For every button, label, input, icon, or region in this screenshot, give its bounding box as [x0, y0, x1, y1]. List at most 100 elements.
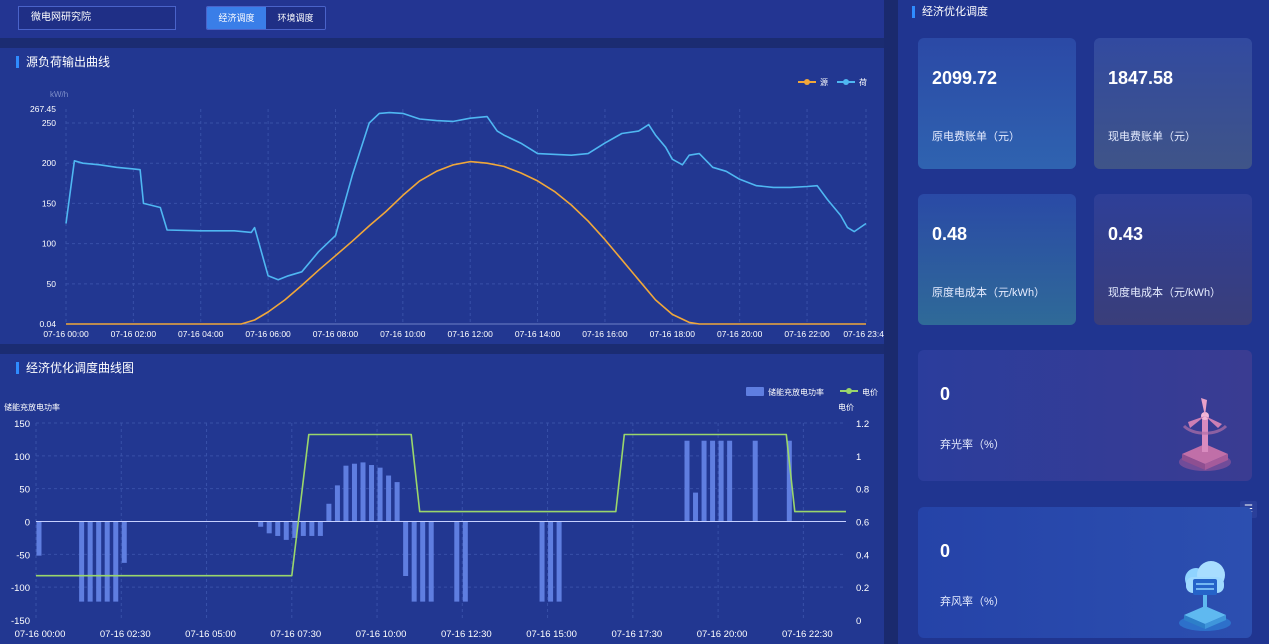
legend-price[interactable]: 电价: [862, 387, 878, 397]
storage-power-bar: [556, 521, 562, 602]
x-tick-label: 07-16 17:30: [611, 629, 662, 640]
current-unit-cost-value: 0.43: [1108, 224, 1144, 244]
legend-storage-power[interactable]: 储能充放电功率: [768, 387, 824, 397]
y-tick-label: 50: [47, 279, 57, 289]
storage-power-bar: [351, 463, 357, 522]
wind-turbine-icon: [1179, 398, 1231, 471]
x-tick-label: 07-16 10:00: [380, 329, 426, 339]
storage-power-bar: [292, 521, 298, 538]
unit-label: kW/h: [50, 90, 68, 99]
storage-power-bar: [334, 485, 340, 522]
storage-power-bar: [684, 440, 690, 522]
site-selector[interactable]: 微电网研究院: [18, 6, 176, 30]
x-tick-label: 07-16 15:00: [526, 629, 577, 640]
storage-power-bar: [420, 521, 426, 602]
x-tick-label: 07-16 10:00: [356, 629, 407, 640]
price-series-line: [36, 433, 846, 577]
y-right-label: 电价: [838, 402, 854, 412]
storage-power-bar: [454, 521, 460, 602]
right-title: 经济优化调度: [912, 6, 988, 18]
storage-power-bar: [539, 521, 545, 602]
tab-economic-dispatch[interactable]: 经济调度: [207, 7, 266, 29]
storage-power-bar: [752, 440, 758, 522]
x-tick-label: 07-16 00:00: [15, 629, 66, 640]
x-tick-label: 07-16 22:30: [782, 629, 833, 640]
y-tick-label: 250: [42, 118, 56, 128]
source-load-chart: kW/h 源 荷 0.04 50 100 150 200 250 267.45 07-16 0…: [30, 77, 884, 339]
card-original-bill: 2099.72 原电费账单（元）: [918, 38, 1076, 169]
storage-power-bar: [343, 465, 349, 522]
legend-bar-swatch: [746, 387, 764, 396]
x-tick-label: 07-16 22:00: [784, 329, 830, 339]
x-tick-label: 07-16 14:00: [515, 329, 561, 339]
y-left-tick-label: 150: [14, 419, 30, 430]
x-tick-label: 07-16 00:00: [43, 329, 89, 339]
top-toolbar: 微电网研究院 经济调度 环境调度: [0, 0, 884, 38]
x-tick-label: 07-16 02:30: [100, 629, 151, 640]
current-bill-value: 1847.58: [1108, 68, 1174, 88]
storage-power-bar: [786, 440, 792, 522]
current-unit-cost-label: 现度电成本（元/kWh）: [1108, 287, 1222, 299]
storage-power-bar: [727, 440, 733, 522]
storage-power-bar: [693, 492, 699, 522]
legend-load-marker: [843, 79, 849, 85]
wind-curtailment-value: 0: [940, 541, 951, 561]
y-tick-label: 100: [42, 239, 56, 249]
x-tick-label: 07-16 08:00: [313, 329, 359, 339]
y-right-tick-label: 1: [856, 452, 861, 463]
storage-power-bar: [377, 467, 383, 522]
storage-power-bar: [428, 521, 434, 602]
x-tick-label: 07-16 20:00: [697, 629, 748, 640]
dispatch-title: 经济优化调度曲线图: [16, 362, 134, 374]
storage-power-bar: [317, 521, 323, 536]
right-column: 经济优化调度 2099.72 原电费账单（元） 1847.58 现电费账单（元）…: [898, 0, 1269, 644]
storage-power-bar: [403, 521, 409, 577]
card-current-bill: 1847.58 现电费账单（元）: [1094, 38, 1252, 169]
cloud-server-icon: [1179, 561, 1231, 631]
original-bill-value: 2099.72: [932, 68, 998, 88]
legend-source[interactable]: 源: [820, 78, 828, 87]
x-tick-label: 07-16 16:00: [582, 329, 628, 339]
x-tick-label: 07-16 20:00: [717, 329, 763, 339]
y-right-tick-label: 0.4: [856, 550, 869, 561]
y-right-tick-label: 0: [856, 616, 861, 627]
x-tick-label: 07-16 04:00: [178, 329, 224, 339]
storage-power-bar: [96, 521, 102, 602]
card-wind-curtailment: 0 弃风率（%）: [918, 507, 1252, 638]
original-bill-label: 原电费账单（元）: [932, 131, 1020, 143]
tab-environmental-dispatch[interactable]: 环境调度: [266, 7, 325, 29]
storage-power-bar: [283, 521, 289, 540]
x-tick-label: 07-16 07:30: [270, 629, 321, 640]
storage-power-bar: [266, 521, 272, 534]
storage-power-bar: [121, 521, 127, 563]
original-unit-cost-value: 0.48: [932, 224, 968, 244]
y-right-tick-label: 0.6: [856, 518, 869, 529]
storage-power-bar: [326, 503, 332, 522]
storage-power-bar: [710, 440, 716, 522]
y-left-tick-label: 0: [25, 518, 30, 529]
legend-load[interactable]: 荷: [859, 77, 867, 87]
y-right-tick-label: 0.8: [856, 485, 869, 496]
storage-power-bar: [36, 521, 42, 556]
y-tick-label: 267.45: [30, 104, 56, 114]
y-left-tick-label: 100: [14, 452, 30, 463]
y-right-tick-label: 0.2: [856, 583, 869, 594]
storage-power-bar: [300, 521, 306, 536]
y-tick-label: 0.04: [39, 319, 56, 329]
card-solar-curtailment: 0 弃光率（%）: [918, 350, 1252, 481]
grid: [65, 109, 867, 324]
dispatch-chart: 储能充放电功率 电价 储能充放电功率 电价 150 100 50 0 -50 -100 -1…: [4, 387, 878, 640]
x-tick-label: 07-16 12:30: [441, 629, 492, 640]
legend-price-marker: [846, 388, 852, 394]
storage-power-bar: [275, 521, 281, 536]
source-load-panel: 源负荷输出曲线 kW/h 源 荷 0.04 50 100 150 200 250 267.4…: [0, 48, 884, 344]
card-original-unit-cost: 0.48 原度电成本（元/kWh）: [918, 194, 1076, 325]
storage-power-bar: [411, 521, 417, 602]
storage-power-bar: [360, 462, 366, 522]
card-current-unit-cost: 0.43 现度电成本（元/kWh）: [1094, 194, 1252, 325]
storage-power-bar: [258, 521, 264, 527]
storage-power-bar: [79, 521, 85, 602]
legend-source-marker: [804, 79, 810, 85]
storage-power-bar: [548, 521, 554, 602]
storage-power-bar: [369, 465, 375, 522]
